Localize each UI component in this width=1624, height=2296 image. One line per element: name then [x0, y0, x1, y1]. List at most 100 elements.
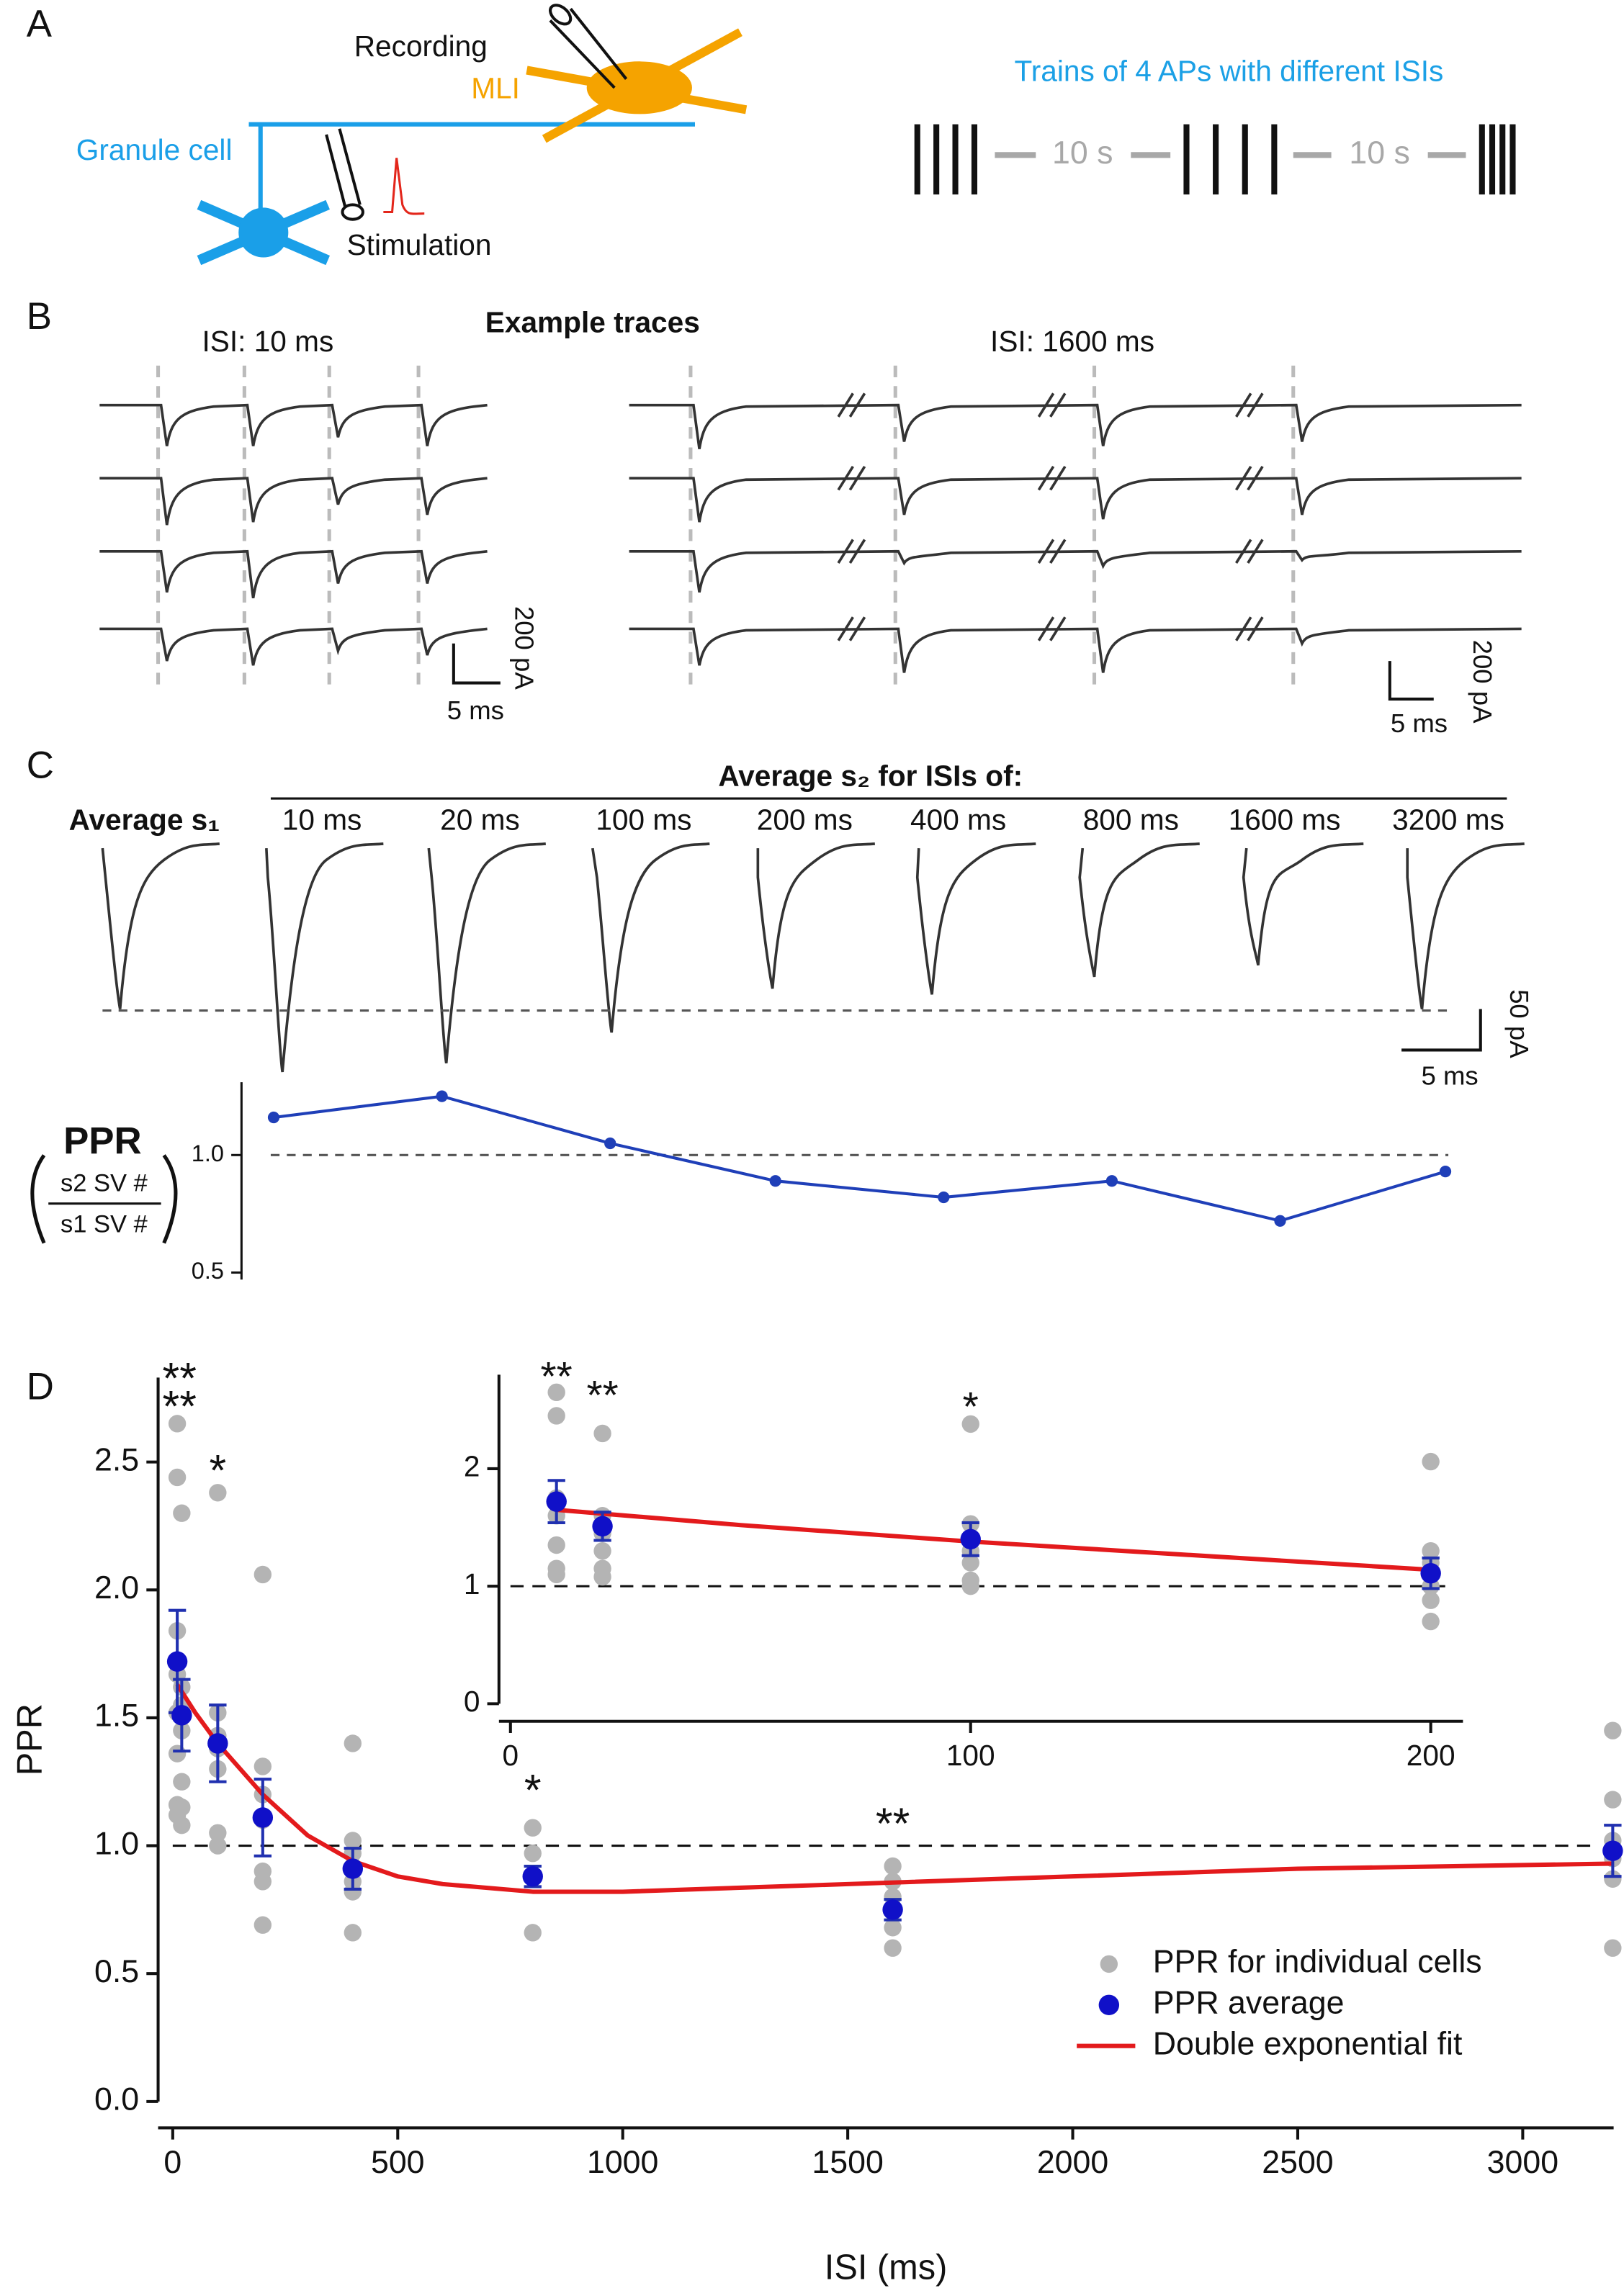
significance: * — [209, 1446, 226, 1495]
break-mark — [1235, 539, 1252, 564]
average-point — [252, 1807, 274, 1828]
cell-point — [547, 1383, 565, 1402]
paren — [30, 1154, 46, 1244]
cell-point — [173, 1798, 191, 1816]
cell-point — [173, 1504, 191, 1522]
cell-point — [173, 1773, 191, 1791]
x-tick-label: 0 — [502, 1739, 519, 1772]
average-trace — [591, 842, 710, 1033]
cell-point — [209, 1837, 227, 1855]
legend-swatch — [1100, 1955, 1118, 1973]
point — [1439, 1166, 1452, 1178]
break-mark — [848, 539, 866, 564]
y-tick-label: 0.5 — [192, 1258, 224, 1284]
header: Average s₂ for ISIs of: — [718, 759, 1023, 792]
break-mark — [1049, 392, 1067, 418]
cell-point — [961, 1577, 979, 1595]
cell-point — [254, 1565, 272, 1584]
y-tick-label: 2 — [464, 1450, 480, 1483]
y-tick-label: 1.0 — [94, 1826, 139, 1861]
cell-point — [547, 1565, 565, 1584]
cell-point — [254, 1916, 272, 1934]
x-tick-label: 0 — [163, 2145, 181, 2180]
label: Granule cell — [76, 133, 233, 166]
mli-soma — [586, 61, 692, 114]
pipette-tip — [341, 203, 364, 221]
average-trace — [1078, 842, 1200, 978]
break-mark — [837, 616, 854, 641]
average-trace — [1406, 842, 1525, 1009]
panel-label: A — [27, 3, 53, 45]
cell-point — [1604, 1791, 1622, 1809]
fit-line — [175, 1683, 1613, 1894]
break-mark — [848, 616, 866, 641]
break-mark — [1247, 465, 1264, 491]
cell-point — [254, 1757, 272, 1775]
average-trace — [1242, 842, 1364, 965]
scale-bar — [1401, 1009, 1482, 1052]
x-tick-label: 1500 — [812, 2145, 883, 2180]
pipette — [338, 128, 362, 205]
x-tick-label: 100 — [946, 1739, 995, 1772]
legend-label: PPR average — [1153, 1986, 1345, 2021]
cell-point — [884, 1919, 902, 1937]
significance: ** — [876, 1798, 910, 1847]
cell-point — [961, 1554, 979, 1572]
break-mark — [1037, 539, 1055, 564]
label: Stimulation — [347, 228, 492, 261]
category-label: 100 ms — [596, 803, 691, 836]
y-axis-label: s1 SV # — [60, 1210, 148, 1238]
x-tick-label: 2000 — [1037, 2145, 1108, 2180]
average-trace — [915, 842, 1036, 995]
break-mark — [1049, 616, 1067, 641]
x-axis-label: ISI (ms) — [825, 2248, 948, 2287]
y-tick-label: 1.5 — [94, 1698, 139, 1734]
significance: * — [524, 1765, 542, 1814]
break-mark — [1247, 392, 1264, 418]
panel-label: D — [27, 1366, 54, 1408]
average-point — [1602, 1840, 1623, 1861]
break-mark — [1235, 392, 1252, 418]
cell-point — [344, 1924, 362, 1942]
cell-point — [344, 1734, 362, 1752]
x-tick-label: 2500 — [1262, 2145, 1333, 2180]
trace — [629, 477, 1522, 523]
average-point — [207, 1733, 228, 1754]
scale-bar — [452, 643, 501, 685]
cell-point — [524, 1845, 542, 1863]
trace — [99, 549, 488, 599]
average-trace — [756, 842, 875, 989]
break-mark — [1235, 465, 1252, 491]
trace — [99, 477, 488, 526]
cell-point — [961, 1415, 979, 1433]
trace — [99, 403, 488, 446]
trace — [629, 627, 1522, 673]
interval-label: 10 s — [1052, 135, 1113, 171]
break-mark — [1037, 465, 1055, 491]
legend-swatch — [1098, 1994, 1120, 2016]
y-tick-label: 1 — [464, 1567, 480, 1601]
y-axis-label: PPR — [11, 1703, 50, 1775]
label: Average s₁ — [69, 803, 220, 836]
break-mark — [1049, 539, 1067, 564]
point — [1105, 1175, 1118, 1187]
trace — [99, 627, 488, 666]
cell-point — [1604, 1721, 1622, 1739]
line — [273, 1094, 1446, 1223]
protocol-title: Trains of 4 APs with different ISIs — [1014, 54, 1443, 87]
interval-label: 10 s — [1349, 135, 1409, 171]
scale-label: 50 pA — [1504, 989, 1534, 1058]
legend-label: Double exponential fit — [1153, 2026, 1463, 2061]
point — [604, 1137, 616, 1150]
panel-title: Example traces — [485, 306, 700, 339]
average-point — [166, 1651, 188, 1672]
cell-point — [884, 1857, 902, 1876]
scale-label: 200 pA — [1468, 640, 1497, 724]
category-label: 1600 ms — [1229, 803, 1341, 836]
traces — [99, 365, 1525, 1073]
trace-title: ISI: 10 ms — [202, 325, 333, 358]
point — [769, 1175, 781, 1187]
significance: ** — [163, 1354, 197, 1403]
trace-title: ISI: 1600 ms — [990, 325, 1154, 358]
